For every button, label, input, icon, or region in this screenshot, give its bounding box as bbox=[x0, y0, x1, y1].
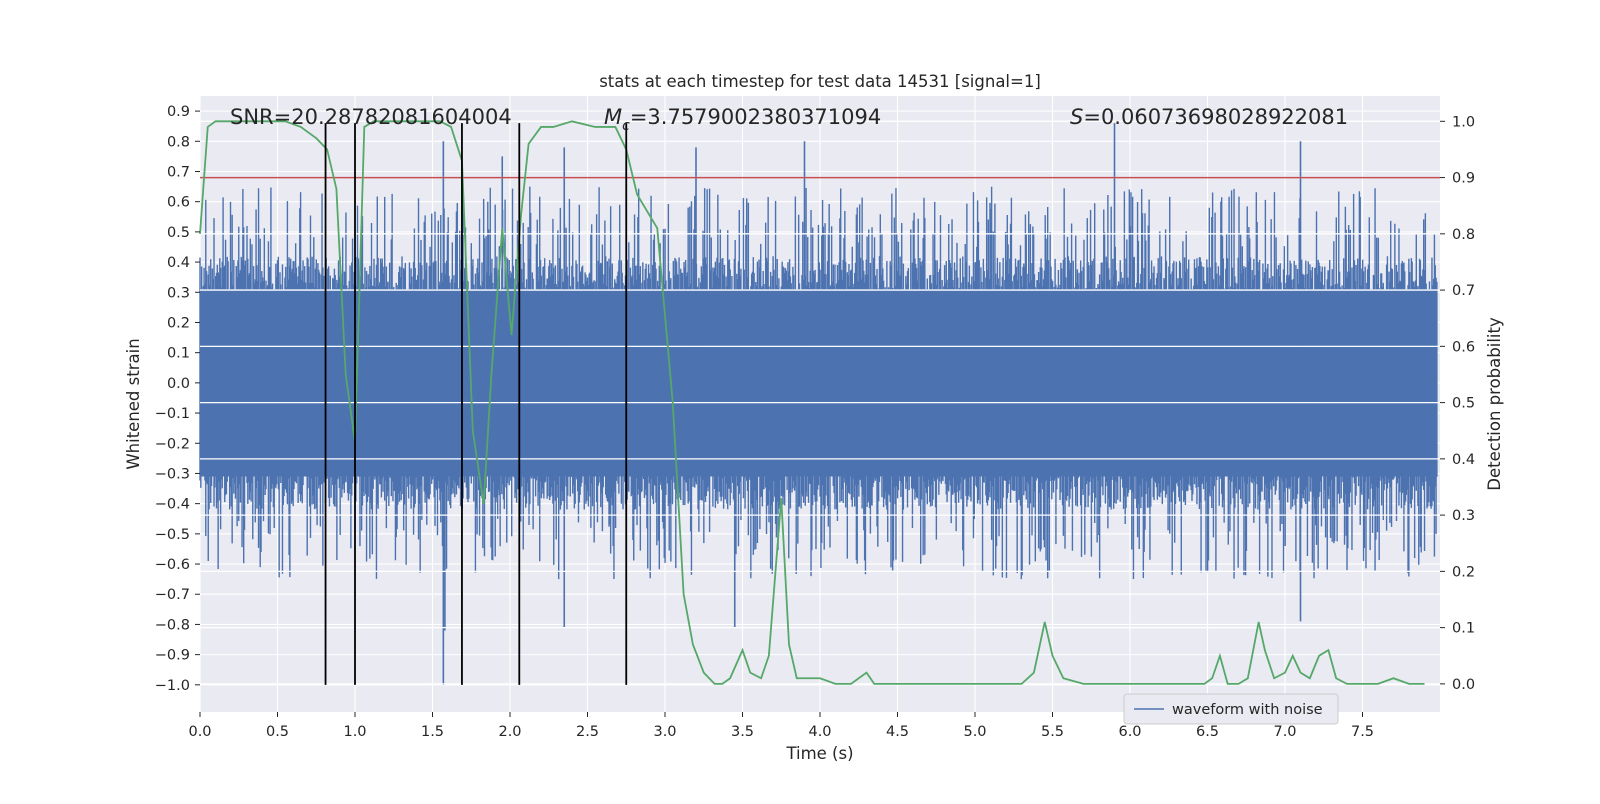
right-y-tick-label: 0.4 bbox=[1452, 452, 1475, 468]
y-tick-label: −0.4 bbox=[155, 497, 190, 513]
y-tick-label: 0.2 bbox=[167, 315, 190, 331]
y-axis-label: Whitened strain bbox=[124, 338, 143, 469]
right-y-tick-label: 0.8 bbox=[1452, 227, 1475, 243]
y-tick-label: −0.3 bbox=[155, 466, 190, 482]
right-y-tick-label: 0.0 bbox=[1452, 677, 1475, 693]
x-tick-label: 4.0 bbox=[808, 724, 831, 740]
x-axis-label: Time (s) bbox=[785, 744, 853, 763]
x-axis-ticks: 0.0 0.5 1.0 1.5 2.0 2.5 3.0 3.5 4.0 4.5 5.0 5.5 6.0 6… bbox=[188, 712, 1374, 740]
y-tick-label: 0.7 bbox=[167, 164, 190, 180]
y-tick-label: −0.9 bbox=[155, 648, 190, 664]
y-tick-label: −0.7 bbox=[155, 587, 190, 603]
chart-title: stats at each timestep for test data 145… bbox=[599, 72, 1041, 91]
x-tick-label: 1.0 bbox=[343, 724, 366, 740]
x-tick-label: 5.5 bbox=[1041, 724, 1064, 740]
y-tick-label: −0.8 bbox=[155, 617, 190, 633]
x-tick-label: 7.0 bbox=[1273, 724, 1296, 740]
x-tick-label: 4.5 bbox=[886, 724, 909, 740]
right-y-tick-label: 0.3 bbox=[1452, 508, 1475, 524]
right-y-axis-ticks: 1.0 0.9 0.8 0.7 0.6 0.5 0.4 0.3 0.2 0.1 0.0 bbox=[1440, 114, 1475, 693]
x-tick-label: 2.0 bbox=[498, 724, 521, 740]
y-tick-label: 0.0 bbox=[167, 376, 190, 392]
x-tick-label: 0.5 bbox=[266, 724, 289, 740]
legend-box bbox=[1123, 693, 1339, 725]
x-tick-label: 0.0 bbox=[188, 724, 211, 740]
right-y-tick-label: 0.2 bbox=[1452, 564, 1475, 580]
y-tick-label: −0.5 bbox=[155, 527, 190, 543]
x-tick-label: 7.5 bbox=[1351, 724, 1374, 740]
y-tick-label: 0.3 bbox=[167, 285, 190, 301]
y-tick-label: −0.6 bbox=[155, 557, 190, 573]
snr-annotation: SNR=20.28782081604004 bbox=[230, 105, 512, 129]
y-tick-label: 0.9 bbox=[167, 104, 190, 120]
y-tick-label: 0.4 bbox=[167, 255, 190, 271]
right-axis-grid-lines bbox=[200, 120, 1440, 685]
chirp-mass-subscript: c bbox=[622, 118, 630, 134]
right-y-tick-label: 0.5 bbox=[1452, 396, 1475, 412]
chirp-mass-annotation: Mc=3.7579002380371094 bbox=[604, 105, 881, 134]
y-tick-label: 0.6 bbox=[167, 195, 190, 211]
y-tick-label: −0.2 bbox=[155, 436, 190, 452]
right-y-tick-label: 0.7 bbox=[1452, 283, 1475, 299]
right-y-tick-label: 0.9 bbox=[1452, 171, 1475, 187]
y-tick-label: −1.0 bbox=[155, 678, 190, 694]
y-tick-label: 0.8 bbox=[167, 134, 190, 150]
x-tick-label: 5.0 bbox=[963, 724, 986, 740]
detection-probability-line bbox=[199, 120, 1425, 685]
right-y-tick-label: 0.1 bbox=[1452, 621, 1475, 637]
x-tick-label: 1.5 bbox=[421, 724, 444, 740]
right-y-tick-label: 1.0 bbox=[1452, 114, 1475, 130]
s-annotation: S=0.06073698028922081 bbox=[1070, 105, 1348, 129]
legend: waveform with noise bbox=[1123, 693, 1339, 725]
waveform-series bbox=[199, 123, 1438, 685]
s-value: =0.06073698028922081 bbox=[1083, 105, 1348, 129]
right-y-axis-label: Detection probability bbox=[1485, 317, 1504, 491]
x-tick-label: 3.5 bbox=[731, 724, 754, 740]
detection-probability-series bbox=[199, 120, 1425, 685]
y-axis-ticks: 0.9 0.8 0.7 0.6 0.5 0.4 0.3 0.2 0.1 0.0 −0.1 −0.2 −0… bbox=[155, 104, 200, 694]
x-tick-label: 6.0 bbox=[1118, 724, 1141, 740]
chirp-mass-symbol: M bbox=[604, 105, 622, 129]
s-symbol: S bbox=[1070, 105, 1083, 129]
chirp-mass-value: =3.7579002380371094 bbox=[630, 105, 881, 129]
y-tick-label: 0.5 bbox=[167, 225, 190, 241]
y-tick-label: −0.1 bbox=[155, 406, 190, 422]
right-y-tick-label: 0.6 bbox=[1452, 339, 1475, 355]
vertical-markers bbox=[324, 123, 628, 685]
legend-entry: waveform with noise bbox=[1172, 702, 1323, 718]
y-tick-label: 0.1 bbox=[167, 346, 190, 362]
x-tick-label: 6.5 bbox=[1196, 724, 1219, 740]
x-tick-label: 3.0 bbox=[653, 724, 676, 740]
x-tick-label: 2.5 bbox=[576, 724, 599, 740]
